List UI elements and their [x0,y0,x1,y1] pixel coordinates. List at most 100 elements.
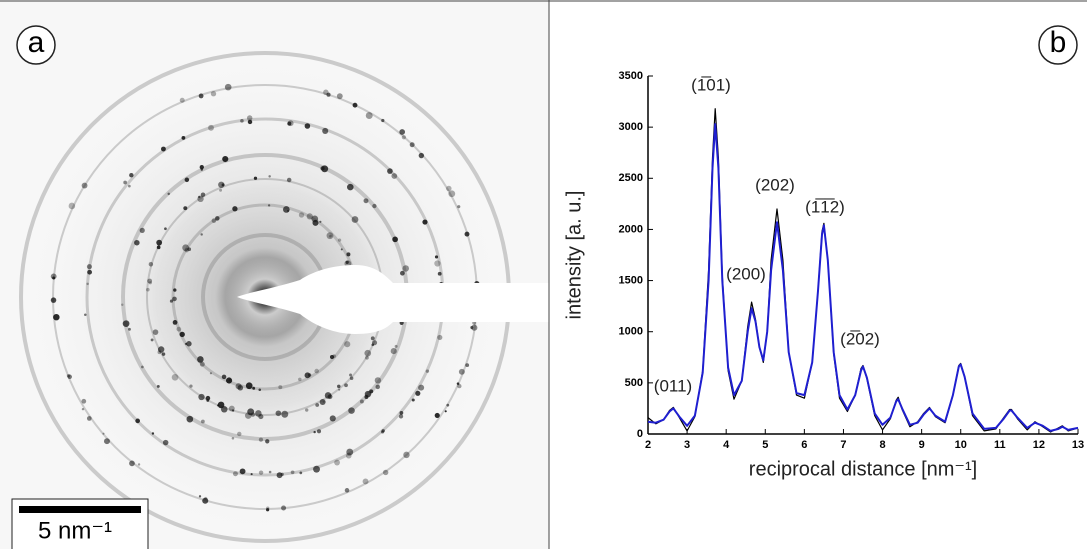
diffraction-spot [337,384,341,389]
diffraction-spot [348,407,355,414]
diffraction-spot [304,123,311,129]
diffraction-spot [340,248,343,251]
diffraction-spot [349,376,354,380]
diffraction-spot [66,374,71,378]
peak-label: (1̅01) [691,75,731,94]
diffraction-spot [250,412,256,417]
diffraction-spot [394,344,398,348]
diffraction-spot [81,407,85,411]
diffraction-spot [167,192,170,196]
diffraction-spot [218,181,225,188]
x-tick-label: 9 [919,439,925,451]
y-tick-label: 2000 [619,223,643,235]
diffraction-spot [299,471,303,475]
diffraction-spot [351,216,359,223]
diffraction-spot [434,260,441,267]
panel-label: b [1050,26,1067,59]
x-tick-label: 3 [684,439,690,451]
diffraction-spot [268,470,272,474]
diffraction-spot [298,212,305,218]
diffraction-spot [86,416,92,421]
diffraction-image [5,37,525,549]
diffraction-spot [239,468,246,475]
diffraction-spot [267,204,271,207]
diffraction-spot [409,142,415,148]
diffraction-spot [199,361,205,367]
diffraction-spot [237,431,242,437]
diffraction-spot [372,203,377,209]
scale-bar-label: 5 nm⁻¹ [38,517,112,544]
diffraction-spot [319,220,322,223]
diffraction-spot [185,342,188,345]
diffraction-spot [183,206,188,211]
diffraction-spot [245,382,253,390]
diffraction-spot [199,164,204,170]
diffraction-spot [456,382,460,385]
diffraction-spot [286,177,292,183]
diffraction-spot [401,135,407,140]
diffraction-spot [381,118,385,123]
diffraction-spot [369,389,374,394]
diffraction-spot [324,392,332,399]
diffraction-spot [156,239,163,246]
diffraction-spot [172,319,178,325]
diffraction-spot [52,276,56,280]
diffraction-spot [103,438,110,445]
diffraction-spot [152,329,159,335]
diffraction-spot [345,260,349,265]
diffraction-spot [370,336,375,341]
diffraction-spot [139,227,145,233]
diffraction-spot [87,269,93,275]
diffraction-spot [129,173,134,178]
x-tick-label: 11 [994,439,1006,451]
diffraction-spot [232,206,238,212]
diffraction-spot [446,403,450,407]
x-tick-label: 4 [723,439,730,451]
diffraction-spot [171,373,179,381]
diffraction-spot [326,232,334,240]
diffraction-spot [313,465,320,473]
diffraction-spot [365,355,369,360]
diffraction-spot [344,488,350,493]
diffraction-spot [189,384,193,388]
diffraction-spot [364,349,372,357]
diffraction-spot [418,152,425,159]
diffraction-spot [434,255,439,259]
diffraction-spot [334,459,340,466]
diffraction-spot [226,377,233,384]
diffraction-spot [173,288,177,292]
diffraction-spot [169,299,174,303]
diffraction-spot [422,219,428,225]
y-tick-label: 500 [625,377,643,389]
diffraction-spot [53,313,60,321]
diffraction-spot [157,346,165,353]
diffraction-spot [179,97,185,103]
diffraction-spot [81,182,88,189]
diffraction-spot [425,369,430,373]
diffraction-spot [200,168,204,171]
diffraction-spot [304,372,311,379]
diffraction-spot [313,430,316,434]
diffraction-spot [197,195,204,203]
diffraction-spot [81,398,87,404]
diffraction-spot [50,297,57,303]
diffraction-spot [392,236,398,243]
diffraction-spot [231,409,235,412]
peak-label: (011) [654,376,692,395]
diffraction-spot [156,245,161,250]
diffraction-spot [161,146,166,152]
diffraction-spot [186,341,192,347]
diffraction-spot [390,348,397,355]
diffraction-spot [208,124,214,131]
diffraction-spot [387,168,393,174]
diffraction-spot [312,219,319,226]
diffraction-spot [222,155,229,163]
diffraction-spot [151,432,155,435]
panel-label-circle [1038,25,1078,65]
diffraction-spot [281,505,287,511]
diffraction-spot [326,92,331,97]
diffraction-spot [122,320,130,328]
diffraction-spot [156,384,160,388]
diffraction-spot [290,470,295,475]
panel-label-circle [16,25,56,65]
